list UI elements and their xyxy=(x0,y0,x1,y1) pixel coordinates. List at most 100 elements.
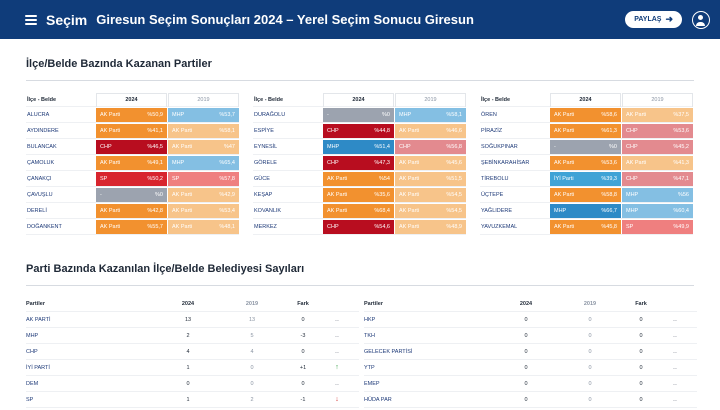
district-name[interactable]: EYNESİL xyxy=(254,143,278,150)
column-header-fark: Fark xyxy=(297,300,309,307)
party-name[interactable]: CHP xyxy=(26,348,38,355)
count-2024: 0 xyxy=(186,380,190,387)
district-row[interactable]: GÜCE AK Parti %54 AK Parti %51,5 xyxy=(253,171,466,187)
district-name[interactable]: KEŞAP xyxy=(254,191,273,198)
party-2024: CHP xyxy=(327,223,339,230)
party-name[interactable]: MHP xyxy=(26,332,39,339)
party-2024: AK Parti xyxy=(327,175,348,182)
vote-share-2024: %50,9 xyxy=(147,111,163,118)
district-row[interactable]: ALUCRA AK Parti %50,9 MHP %53,7 xyxy=(26,107,239,123)
district-name[interactable]: ÇAVUŞLU xyxy=(27,191,53,198)
district-name[interactable]: ÇAMOLUK xyxy=(27,159,55,166)
district-name[interactable]: SOĞUKPINAR xyxy=(481,143,518,150)
vote-share-2024: %45,8 xyxy=(601,223,617,230)
district-name[interactable]: GÖRELE xyxy=(254,159,277,166)
vote-share-2019: %60,4 xyxy=(673,207,689,214)
district-row[interactable]: SOĞUKPINAR - %0 CHP %45,2 xyxy=(480,139,693,155)
district-name[interactable]: GÜCE xyxy=(254,175,270,182)
party-name[interactable]: YTP xyxy=(364,364,375,371)
party-row[interactable]: CHP 4 4 0.. xyxy=(26,344,359,360)
district-row[interactable]: DURAĞOLU - %0 MHP %58,1 xyxy=(253,107,466,123)
share-button[interactable]: PAYLAŞ ➜ xyxy=(625,11,682,28)
district-name[interactable]: MERKEZ xyxy=(254,223,277,230)
district-row[interactable]: TİREBOLU İYİ Parti %39,3 CHP %47,1 xyxy=(480,171,693,187)
district-row[interactable]: ÇAMOLUK AK Parti %49,1 MHP %65,4 xyxy=(26,155,239,171)
party-row[interactable]: HÜDA PAR 0 0 0.. xyxy=(364,392,697,408)
result-2019-cell: AK Parti %45,6 xyxy=(395,155,466,170)
district-row[interactable]: EYNESİL MHP %51,4 CHP %56,8 xyxy=(253,139,466,155)
result-2019-cell: MHP %65,4 xyxy=(168,155,239,170)
district-name[interactable]: AYDINDERE xyxy=(27,127,59,134)
party-name[interactable]: GELECEK PARTİSİ xyxy=(364,348,413,355)
page-title: Giresun Seçim Sonuçları 2024 – Yerel Seç… xyxy=(96,12,474,27)
district-row[interactable]: KOVANLIK AK Parti %68,4 AK Parti %54,5 xyxy=(253,203,466,219)
district-row[interactable]: ÜÇTEPE AK Parti %58,8 MHP %56 xyxy=(480,187,693,203)
district-row[interactable]: YAVUZKEMAL AK Parti %45,8 SP %49,9 xyxy=(480,219,693,235)
trend-neutral: .. xyxy=(673,316,677,323)
party-row[interactable]: GELECEK PARTİSİ 0 0 0.. xyxy=(364,344,697,360)
district-name[interactable]: TİREBOLU xyxy=(481,175,509,182)
hamburger-menu-icon[interactable] xyxy=(25,14,37,25)
district-name[interactable]: ÖREN xyxy=(481,111,497,118)
district-row[interactable]: ŞEBİNKARAHİSAR AK Parti %53,6 AK Parti %41,3 xyxy=(480,155,693,171)
district-row[interactable]: GÖRELE CHP %47,3 AK Parti %45,6 xyxy=(253,155,466,171)
result-2024-cell: AK Parti %53,6 xyxy=(550,155,621,170)
district-name[interactable]: YAVUZKEMAL xyxy=(481,223,518,230)
district-name[interactable]: ÜÇTEPE xyxy=(481,191,504,198)
district-name[interactable]: ESPİYE xyxy=(254,127,274,134)
district-row[interactable]: ÇANAKÇI SP %50,2 SP %57,8 xyxy=(26,171,239,187)
party-name[interactable]: HKP xyxy=(364,316,376,323)
party-row[interactable]: İYİ PARTİ 1 0 +1 ↑ xyxy=(26,360,359,376)
party-name[interactable]: EMEP xyxy=(364,380,380,387)
result-2019-cell: SP %57,8 xyxy=(168,171,239,186)
count-2024: 13 xyxy=(184,316,192,323)
district-row[interactable]: KEŞAP AK Parti %35,6 AK Parti %54,5 xyxy=(253,187,466,203)
party-row[interactable]: TKH 0 0 0.. xyxy=(364,328,697,344)
district-row[interactable]: YAĞLIDERE MHP %66,7 MHP %60,4 xyxy=(480,203,693,219)
brand-logo[interactable]: Seçim xyxy=(46,11,88,28)
district-name[interactable]: BULANCAK xyxy=(27,143,57,150)
party-row[interactable]: EMEP 0 0 0.. xyxy=(364,376,697,392)
party-name[interactable]: HÜDA PAR xyxy=(364,396,392,403)
district-row[interactable]: DOĞANKENT AK Parti %55,7 AK Parti %48,1 xyxy=(26,219,239,235)
district-row[interactable]: AYDINDERE AK Parti %41,1 AK Parti %58,1 xyxy=(26,123,239,139)
result-2019-cell: AK Parti %37,5 xyxy=(622,107,693,122)
district-row[interactable]: ÇAVUŞLU - %0 AK Parti %42,9 xyxy=(26,187,239,203)
count-2019: 0 xyxy=(588,332,592,339)
district-name[interactable]: ŞEBİNKARAHİSAR xyxy=(481,159,530,166)
count-difference: 0 xyxy=(301,380,305,387)
party-row[interactable]: YTP 0 0 0.. xyxy=(364,360,697,376)
district-name[interactable]: KOVANLIK xyxy=(254,207,282,214)
party-row[interactable]: MHP 2 5 -3.. xyxy=(26,328,359,344)
party-name[interactable]: DEM xyxy=(26,380,39,387)
district-name[interactable]: DOĞANKENT xyxy=(27,223,62,230)
district-name[interactable]: ÇANAKÇI xyxy=(27,175,52,182)
count-difference: 0 xyxy=(639,396,643,403)
district-row[interactable]: ESPİYE CHP %44,8 AK Parti %46,6 xyxy=(253,123,466,139)
district-name[interactable]: DURAĞOLU xyxy=(254,111,286,118)
column-header-2024: 2024 xyxy=(550,92,621,107)
district-name[interactable]: YAĞLIDERE xyxy=(481,207,513,214)
district-row[interactable]: PİRAZİZ AK Parti %61,3 CHP %53,6 xyxy=(480,123,693,139)
party-section-title: Parti Bazında Kazanılan İlçe/Belde Beled… xyxy=(26,263,305,275)
district-name[interactable]: PİRAZİZ xyxy=(481,127,503,134)
party-row[interactable]: SP 1 2 -1 ↓ xyxy=(26,392,359,408)
table-header: İlçe - Belde 2024 2019 xyxy=(480,92,693,107)
user-icon[interactable] xyxy=(692,10,710,29)
table-header: Partiler 2024 2019 Fark xyxy=(26,296,359,312)
party-row[interactable]: AK PARTİ 13 13 0.. xyxy=(26,312,359,328)
district-row[interactable]: MERKEZ CHP %54,6 AK Parti %48,9 xyxy=(253,219,466,235)
party-2024: CHP xyxy=(327,159,339,166)
district-name[interactable]: ALUCRA xyxy=(27,111,50,118)
district-name[interactable]: DERELİ xyxy=(27,207,47,214)
party-name[interactable]: AK PARTİ xyxy=(26,316,51,323)
party-name[interactable]: TKH xyxy=(364,332,375,339)
party-name[interactable]: İYİ PARTİ xyxy=(26,364,50,371)
party-row[interactable]: HKP 0 0 0.. xyxy=(364,312,697,328)
party-2019: AK Parti xyxy=(172,223,193,230)
district-row[interactable]: DERELİ AK Parti %42,8 AK Parti %53,4 xyxy=(26,203,239,219)
district-row[interactable]: BULANCAK CHP %46,5 AK Parti %47 xyxy=(26,139,239,155)
party-row[interactable]: DEM 0 0 0.. xyxy=(26,376,359,392)
party-name[interactable]: SP xyxy=(26,396,34,403)
district-row[interactable]: ÖREN AK Parti %58,6 AK Parti %37,5 xyxy=(480,107,693,123)
